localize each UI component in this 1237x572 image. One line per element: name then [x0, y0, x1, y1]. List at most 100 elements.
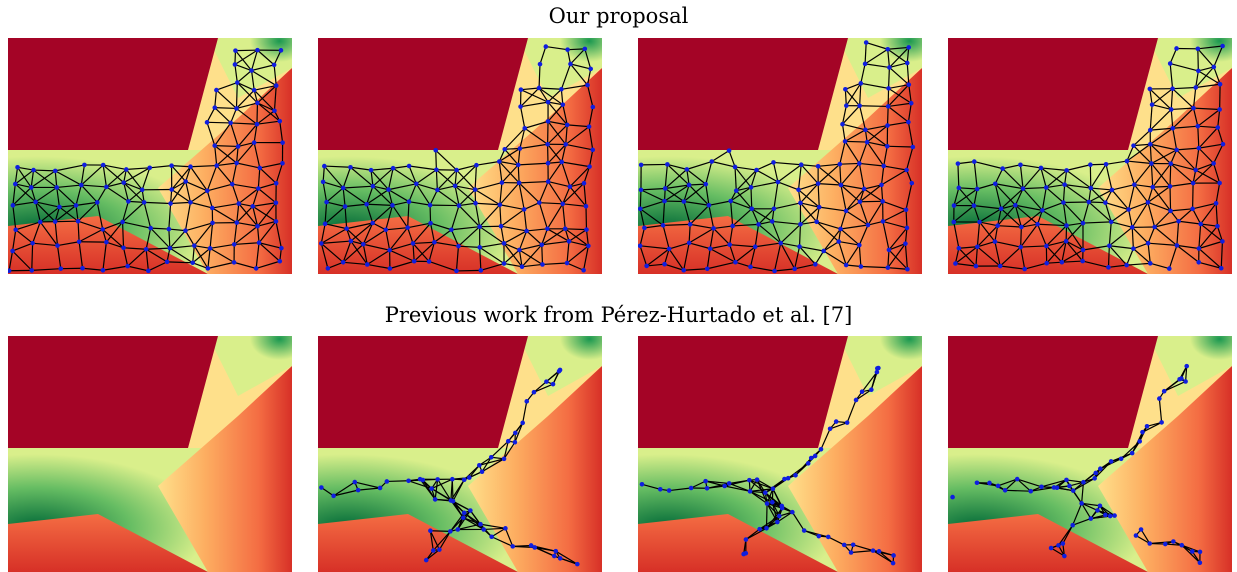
- graph-node: [1197, 246, 1202, 251]
- graph-node: [121, 245, 126, 250]
- graph-node: [428, 528, 433, 533]
- graph-node: [169, 187, 174, 192]
- graph-node: [544, 379, 549, 384]
- graph-node: [1108, 514, 1113, 519]
- graph-node: [860, 389, 865, 394]
- graph-node: [214, 88, 219, 93]
- graph-node: [1218, 82, 1223, 87]
- graph-node: [708, 246, 713, 251]
- graph-node: [1196, 69, 1201, 74]
- graph-node: [839, 183, 844, 188]
- graph-node: [1132, 182, 1137, 187]
- graph-node: [1217, 181, 1222, 186]
- graph-node: [234, 220, 239, 225]
- graph-node: [274, 219, 279, 224]
- graph-node: [1103, 200, 1108, 205]
- graph-edge: [257, 103, 258, 124]
- graph-node: [74, 203, 79, 208]
- top-row-heading: Our proposal: [0, 4, 1237, 28]
- graph-node: [1124, 263, 1129, 268]
- graph-node: [1064, 223, 1069, 228]
- graph-edge: [1153, 186, 1170, 187]
- graph-node: [532, 390, 537, 395]
- graph-edge: [565, 229, 586, 230]
- graph-node: [1107, 243, 1112, 248]
- graph-node: [457, 203, 462, 208]
- graph-node: [639, 163, 644, 168]
- graph-node: [1148, 142, 1153, 147]
- graph-node: [798, 201, 803, 206]
- graph-node: [1015, 477, 1020, 482]
- graph-node: [1150, 185, 1155, 190]
- graph-node: [280, 140, 285, 145]
- graph-node: [232, 260, 237, 265]
- graph-node: [437, 547, 442, 552]
- graph-node: [433, 148, 438, 153]
- graph-node: [481, 527, 486, 532]
- graph-node: [1131, 246, 1136, 251]
- graph-node: [995, 223, 1000, 228]
- graph-node: [210, 206, 215, 211]
- graph-node: [844, 103, 849, 108]
- graph-node: [863, 128, 868, 133]
- graph-node: [1198, 550, 1203, 555]
- graph-node: [513, 431, 518, 436]
- graph-node: [57, 205, 62, 210]
- graph-node: [911, 145, 916, 150]
- graph-node: [972, 159, 977, 164]
- graph-node: [881, 164, 886, 169]
- graph-node: [433, 497, 438, 502]
- graph-node: [424, 558, 429, 563]
- graph-node: [126, 199, 131, 204]
- graph-node: [1148, 261, 1153, 266]
- graph-node: [1040, 208, 1045, 213]
- graph-node: [790, 510, 795, 515]
- graph-node: [233, 48, 238, 53]
- graph-node: [906, 45, 911, 50]
- graph-node: [952, 203, 957, 208]
- obstacle-region: [638, 38, 848, 150]
- graph-node: [796, 187, 801, 192]
- graph-node: [519, 87, 524, 92]
- graph-node: [583, 47, 588, 52]
- graph-node: [881, 219, 886, 224]
- graph-node: [1109, 220, 1114, 225]
- graph-node: [1104, 162, 1109, 167]
- graph-node: [778, 241, 783, 246]
- graph-node: [977, 220, 982, 225]
- graph-node: [33, 200, 38, 205]
- graph-node: [450, 477, 455, 482]
- graph-node: [565, 261, 570, 266]
- graph-node: [1088, 162, 1093, 167]
- graph-node: [235, 80, 240, 85]
- graph-node: [274, 83, 279, 88]
- graph-node: [950, 495, 955, 500]
- graph-node: [551, 382, 556, 387]
- graph-node: [205, 188, 210, 193]
- graph-node: [1064, 168, 1069, 173]
- graph-node: [254, 266, 259, 271]
- graph-node: [256, 186, 261, 191]
- graph-node: [1215, 224, 1220, 229]
- graph-node: [705, 266, 710, 271]
- graph-node: [662, 262, 667, 267]
- graph-node: [448, 529, 453, 534]
- graph-node: [663, 186, 668, 191]
- graph-node: [274, 200, 279, 205]
- graph-node: [880, 199, 885, 204]
- graph-node: [1219, 266, 1224, 271]
- graph-node: [524, 399, 529, 404]
- graph-edge: [889, 67, 890, 88]
- graph-node: [1146, 200, 1151, 205]
- graph-node: [722, 484, 727, 489]
- our-proposal-panel-1: [8, 38, 292, 274]
- graph-node: [1003, 488, 1008, 493]
- graph-node: [863, 62, 868, 67]
- graph-node: [369, 168, 374, 173]
- graph-node: [255, 101, 260, 106]
- graph-node: [1039, 485, 1044, 490]
- graph-node: [749, 185, 754, 190]
- graph-node: [1163, 542, 1168, 547]
- graph-node: [667, 247, 672, 252]
- graph-node: [1191, 106, 1196, 111]
